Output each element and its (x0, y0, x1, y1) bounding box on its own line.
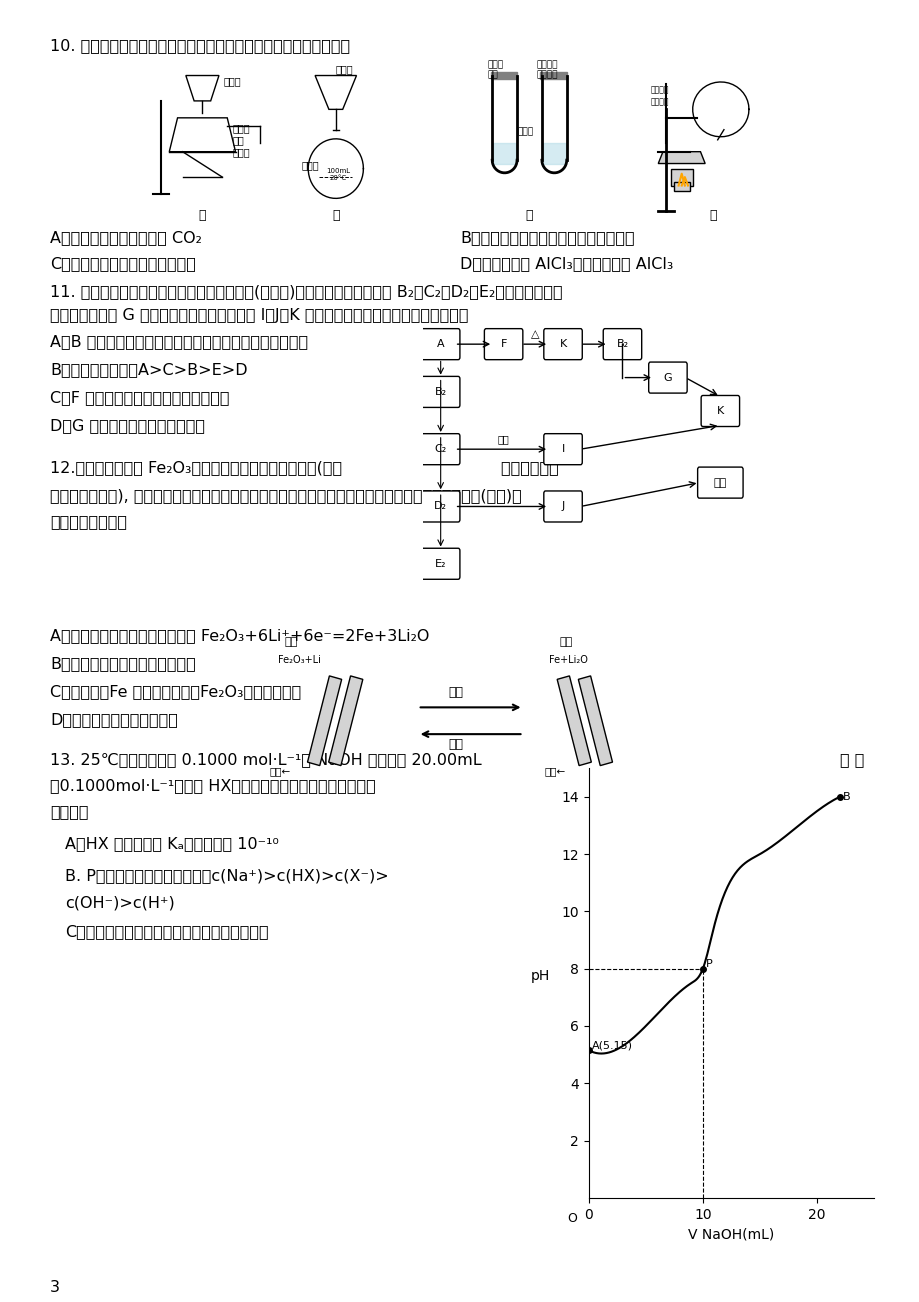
Text: B．原子半径大小：A>C>B>E>D: B．原子半径大小：A>C>B>E>D (50, 362, 247, 378)
FancyBboxPatch shape (421, 376, 460, 408)
Text: K: K (559, 339, 566, 349)
Text: 塑料板: 塑料板 (232, 147, 250, 158)
Text: 磁铁←: 磁铁← (269, 767, 290, 776)
FancyBboxPatch shape (421, 548, 460, 579)
Text: 是气体，化合物 G 的焰色反应为黄色；化合物 I、J、K 通常状况下呈气态。下列说法正确的是: 是气体，化合物 G 的焰色反应为黄色；化合物 I、J、K 通常状况下呈气态。下列… (50, 309, 468, 323)
Text: B．该电池可以用水做电解质溶液: B．该电池可以用水做电解质溶液 (50, 656, 196, 671)
Text: 11. 如图是部分短周期元素的单质及其化合物(或溶液)的转化关系，已知单质 B₂、C₂、D₂、E₂在常温常压下都: 11. 如图是部分短周期元素的单质及其化合物(或溶液)的转化关系，已知单质 B₂… (50, 284, 562, 299)
Text: 湿的铁粉: 湿的铁粉 (650, 98, 668, 107)
Text: 铵盐: 铵盐 (713, 478, 726, 488)
Text: 为0.1000mol·L⁻¹的某酸 HX，滴定曲线如右图所示。下列说法: 为0.1000mol·L⁻¹的某酸 HX，滴定曲线如右图所示。下列说法 (50, 779, 375, 793)
Polygon shape (307, 676, 341, 766)
FancyBboxPatch shape (421, 434, 460, 465)
Text: 光照: 光照 (497, 434, 509, 444)
Text: K: K (716, 406, 723, 417)
Text: 铁粉: 铁粉 (487, 70, 497, 79)
Text: A．HX 的电离常数 Kₐ的数量级为 10⁻¹⁰: A．HX 的电离常数 Kₐ的数量级为 10⁻¹⁰ (65, 836, 278, 852)
Text: 正 确: 正 确 (839, 779, 864, 793)
Text: C₂: C₂ (434, 444, 447, 454)
Text: O: O (566, 1212, 576, 1225)
Text: 丁: 丁 (709, 210, 716, 223)
Text: 正确的是: 正确的是 (50, 805, 88, 819)
Text: 放电: 放电 (448, 686, 463, 699)
Text: B．乙用于配制一定物质的量浓度的硫酸: B．乙用于配制一定物质的量浓度的硫酸 (460, 230, 634, 245)
Text: 12.某课题组以纳米 Fe₂O₃作为电极材料制备锂离子电池(另一                               极为金属锂和: 12.某课题组以纳米 Fe₂O₃作为电极材料制备锂离子电池(另一 极为金属锂和 (50, 460, 558, 475)
Text: C．放电时，Fe 作电池的负极，Fe₂O₃作电池的正极: C．放电时，Fe 作电池的负极，Fe₂O₃作电池的正极 (50, 684, 301, 699)
Text: 多孔: 多孔 (232, 135, 244, 146)
Text: B₂: B₂ (434, 387, 447, 397)
Text: 浓 度: 浓 度 (839, 753, 864, 767)
Polygon shape (658, 152, 704, 164)
Text: G: G (663, 372, 672, 383)
Text: 10. 用下列实验装置进行相应实验，设计正确且能达到实验目的的是: 10. 用下列实验装置进行相应实验，设计正确且能达到实验目的的是 (50, 38, 350, 53)
Text: A: A (437, 339, 444, 349)
Text: 电池: 电池 (559, 637, 572, 647)
Bar (493, 143, 516, 164)
Text: A．放电时，正极的电极反应式为 Fe₂O₃+6Li⁺+6e⁻=2Fe+3Li₂O: A．放电时，正极的电极反应式为 Fe₂O₃+6Li⁺+6e⁻=2Fe+3Li₂O (50, 628, 429, 643)
Text: 食盐水润: 食盐水润 (537, 60, 558, 69)
Text: A．B 的氢化物的沸点高于其同主族其他元素氢化物的沸点: A．B 的氢化物的沸点高于其同主族其他元素氢化物的沸点 (50, 335, 308, 349)
Bar (670, 169, 692, 186)
Text: D．G 中的阴离子能抑制水的电离: D．G 中的阴离子能抑制水的电离 (50, 418, 205, 434)
Text: P: P (706, 958, 712, 969)
Bar (542, 143, 565, 164)
Text: 丙: 丙 (525, 210, 532, 223)
Text: 100mL
20°C: 100mL 20°C (326, 168, 350, 181)
Text: D₂: D₂ (434, 501, 447, 512)
Bar (673, 182, 689, 190)
Text: 稀硫酸: 稀硫酸 (223, 76, 242, 86)
FancyBboxPatch shape (648, 362, 686, 393)
Text: I: I (561, 444, 564, 454)
FancyBboxPatch shape (543, 434, 582, 465)
Text: 磁铁←: 磁铁← (544, 767, 565, 776)
Text: 以下说法正确的是: 以下说法正确的是 (50, 514, 127, 529)
X-axis label: V NaOH(mL): V NaOH(mL) (687, 1226, 774, 1241)
FancyBboxPatch shape (421, 328, 460, 359)
Text: B: B (843, 792, 850, 802)
Text: △: △ (530, 329, 539, 339)
Text: 浓硫酸: 浓硫酸 (335, 64, 353, 74)
Text: 乙: 乙 (332, 210, 339, 223)
Text: 充电: 充电 (448, 737, 463, 750)
Text: 红墨水: 红墨水 (516, 128, 533, 137)
Polygon shape (557, 676, 591, 766)
Text: 食盐水润: 食盐水润 (650, 86, 668, 95)
Text: D．充电时，电池被磁铁吸引: D．充电时，电池被磁铁吸引 (50, 712, 177, 727)
Text: F: F (500, 339, 506, 349)
Polygon shape (328, 676, 362, 766)
FancyBboxPatch shape (697, 467, 743, 499)
Text: 干燥的: 干燥的 (487, 60, 503, 69)
Text: J: J (561, 501, 564, 512)
Text: Fe+Li₂O: Fe+Li₂O (549, 655, 587, 665)
Text: 电池: 电池 (284, 637, 297, 647)
Text: D．丁用于蒸干 AlCl₃溶液制备无水 AlCl₃: D．丁用于蒸干 AlCl₃溶液制备无水 AlCl₃ (460, 256, 673, 271)
Text: 蒸馏水: 蒸馏水 (301, 160, 319, 171)
Text: C．F 中既含有离子键又含有极性共价键: C．F 中既含有离子键又含有极性共价键 (50, 391, 229, 405)
Text: B. P点溶液中微粒浓度大小为：c(Na⁺)>c(HX)>c(X⁻)>: B. P点溶液中微粒浓度大小为：c(Na⁺)>c(HX)>c(X⁻)> (65, 868, 389, 883)
Text: A(5.15): A(5.15) (592, 1040, 632, 1051)
Text: C．滴定过程中可选用的指示剂有甲基橙和酚酞: C．滴定过程中可选用的指示剂有甲基橙和酚酞 (65, 924, 268, 939)
Bar (539, 72, 566, 79)
Y-axis label: pH: pH (530, 969, 550, 983)
FancyBboxPatch shape (543, 328, 582, 359)
Text: C．丙用于模拟生铁的电化学腐蚀: C．丙用于模拟生铁的电化学腐蚀 (50, 256, 196, 271)
Text: 石灰石: 石灰石 (232, 124, 250, 133)
FancyBboxPatch shape (603, 328, 641, 359)
Text: 石墨的复合材料), 通过在室温条件下对锂离子电池进行循环充放电，成功地实现了对磁性的可逆调控(如图)。: 石墨的复合材料), 通过在室温条件下对锂离子电池进行循环充放电，成功地实现了对磁… (50, 488, 521, 503)
Text: A．甲用于实验室制取少量 CO₂: A．甲用于实验室制取少量 CO₂ (50, 230, 201, 245)
Text: 13. 25℃时，用浓度为 0.1000 mol·L⁻¹的 NaOH 溶液滴定 20.00mL: 13. 25℃时，用浓度为 0.1000 mol·L⁻¹的 NaOH 溶液滴定 … (50, 753, 482, 767)
Text: 3: 3 (50, 1280, 60, 1295)
Text: c(OH⁻)>c(H⁺): c(OH⁻)>c(H⁺) (65, 896, 175, 911)
Bar (490, 72, 516, 79)
Text: 甲: 甲 (199, 210, 206, 223)
Polygon shape (578, 676, 612, 766)
FancyBboxPatch shape (421, 491, 460, 522)
FancyBboxPatch shape (543, 491, 582, 522)
Text: B₂: B₂ (616, 339, 628, 349)
Text: E₂: E₂ (435, 559, 446, 569)
Text: Fe₂O₃+Li: Fe₂O₃+Li (278, 655, 321, 665)
FancyBboxPatch shape (484, 328, 522, 359)
FancyBboxPatch shape (700, 396, 739, 427)
Text: 湿的铁粉: 湿的铁粉 (537, 70, 558, 79)
